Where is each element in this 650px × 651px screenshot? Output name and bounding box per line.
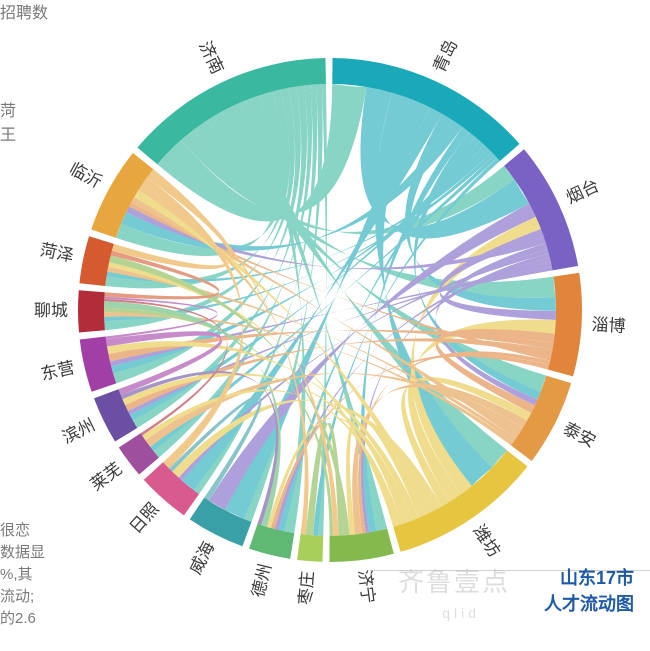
label-dongying: 东营 [39,358,76,384]
watermark-text: 齐鲁壹点 [398,567,510,597]
label-binzhou: 滨州 [59,415,98,447]
label-laiwu: 莱芜 [87,459,126,495]
title-line2: 人才流动图 [544,590,634,616]
label-qingdao: 青岛 [430,37,461,76]
title-line1: 山东17市 [544,564,634,590]
arc-zaozhuang [297,534,323,562]
label-weifang: 潍坊 [469,522,504,561]
cropped-text-3: 王 [0,124,16,148]
label-yantai: 烟台 [563,176,602,208]
arc-liaocheng [78,290,105,332]
label-zibo: 淄博 [591,315,626,336]
cropped-text-7: 流动; [0,586,34,609]
label-rizhao: 日照 [126,499,163,537]
label-linyi: 临沂 [66,159,105,192]
cropped-text-2: 菏 [0,100,16,124]
cropped-text-5: 数据显 [0,542,45,565]
label-zaozhuang: 枣庄 [296,570,318,605]
chart-title: 山东17市 人才流动图 [544,564,634,616]
cropped-text-6: %,其 [0,564,33,587]
label-jining: 济宁 [355,569,378,605]
label-taian: 泰安 [560,419,599,451]
cropped-text-4: 很恋 [0,520,30,543]
cropped-text-8: 的2.6 [0,608,36,631]
label-jinan: 济南 [195,38,227,77]
chord-diagram: 青岛烟台淄博泰安潍坊济宁 枣庄德州威海日照莱芜 滨州 东营 聊城 菏泽 临沂 济南 [0,0,650,651]
label-dezhou: 德州 [249,562,276,600]
watermark-sub: qlid [442,605,480,621]
cropped-text-1: 招聘数 [0,2,48,26]
label-liaocheng: 聊城 [34,301,68,320]
label-heze: 菏泽 [38,240,75,265]
watermark: 齐鲁壹点 [398,562,510,599]
label-weihai: 威海 [186,538,218,577]
